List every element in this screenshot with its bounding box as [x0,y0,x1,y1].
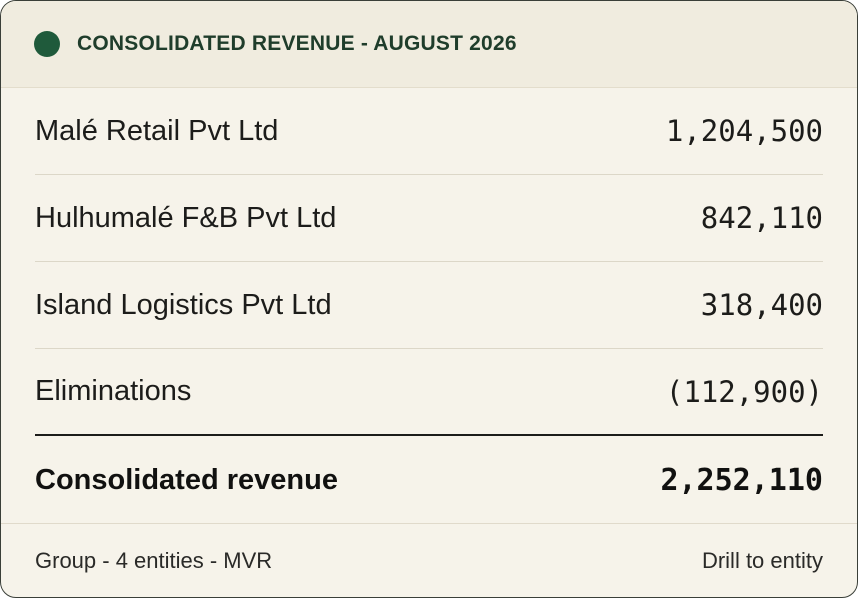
footer-meta: Group - 4 entities - MVR [35,547,273,573]
entity-row-male-retail: Malé Retail Pvt Ltd 1,204,500 [35,88,823,175]
total-amount: 2,252,110 [660,462,823,498]
entity-amount: 318,400 [700,288,823,322]
status-dot-icon [34,31,60,57]
entity-name: Malé Retail Pvt Ltd [35,114,279,147]
drill-to-entity-link[interactable]: Drill to entity [701,547,823,573]
entity-amount: (112,900) [665,374,823,409]
card-header: CONSOLIDATED REVENUE - AUGUST 2026 [1,1,857,88]
entity-row-hulhumale-fb: Hulhumalé F&B Pvt Ltd 842,110 [35,175,823,262]
entity-amount: 1,204,500 [665,114,823,148]
entity-name: Hulhumalé F&B Pvt Ltd [35,201,337,234]
total-row: Consolidated revenue 2,252,110 [35,438,823,522]
entity-name: Island Logistics Pvt Ltd [35,288,332,321]
entity-row-eliminations: Eliminations (112,900) [35,349,823,436]
card-footer: Group - 4 entities - MVR Drill to entity [1,523,857,597]
card-title: CONSOLIDATED REVENUE - AUGUST 2026 [77,32,517,55]
entity-amount: 842,110 [700,201,823,235]
entity-name: Eliminations [35,375,192,407]
entity-row-island-logistics: Island Logistics Pvt Ltd 318,400 [35,262,823,349]
total-label: Consolidated revenue [35,463,338,496]
